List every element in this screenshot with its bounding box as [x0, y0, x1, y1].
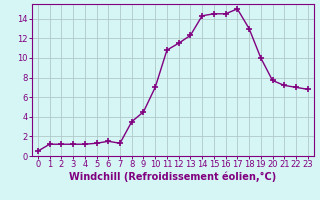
X-axis label: Windchill (Refroidissement éolien,°C): Windchill (Refroidissement éolien,°C) [69, 172, 276, 182]
